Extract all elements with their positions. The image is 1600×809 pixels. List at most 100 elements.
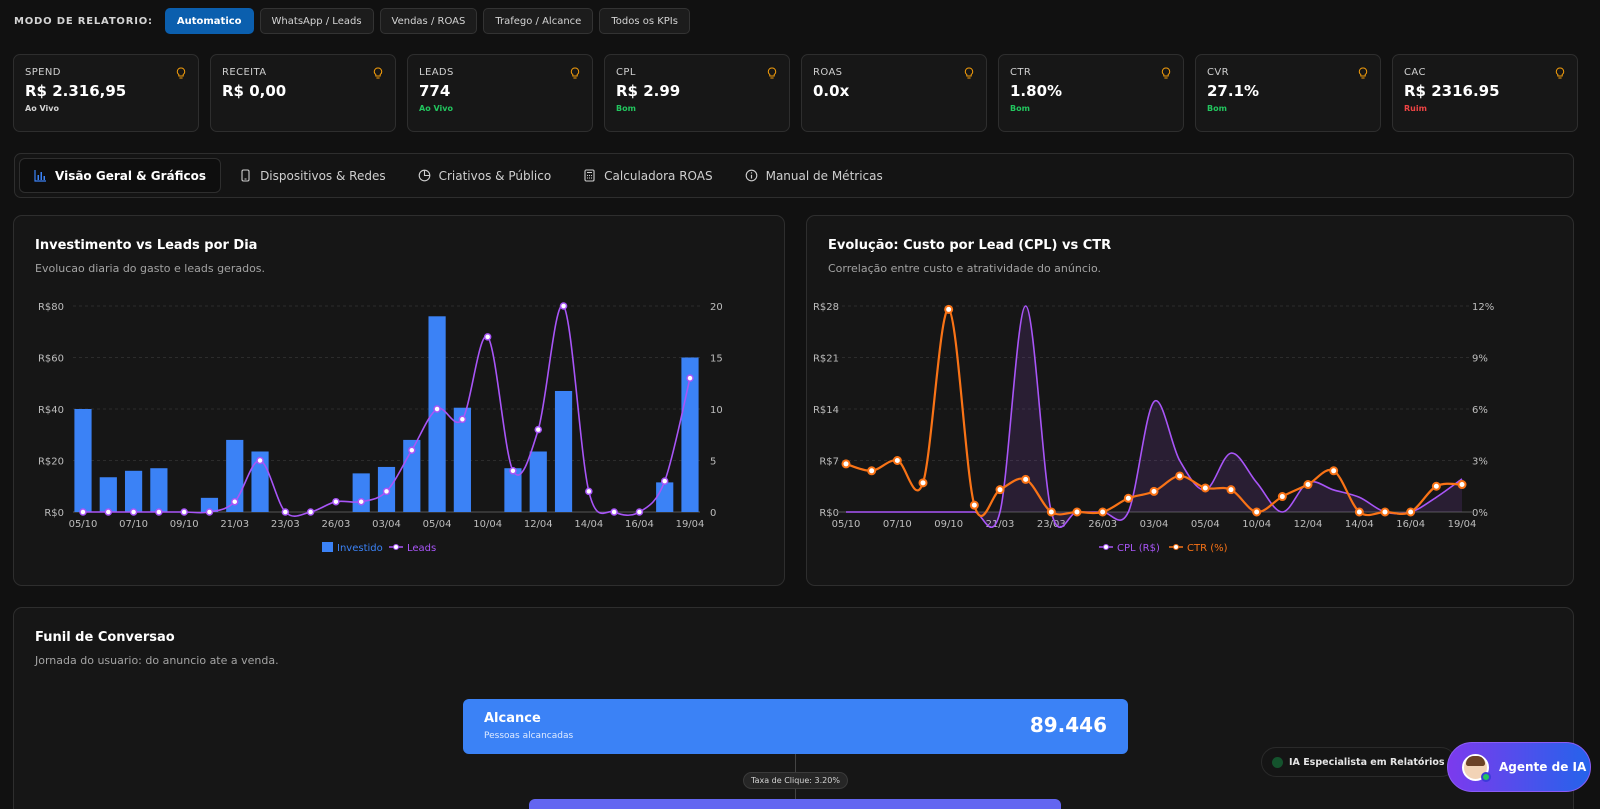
tab-criativos-publico[interactable]: Criativos & Público — [404, 158, 566, 193]
mode-button-trafego-alcance[interactable]: Trafego / Alcance — [483, 8, 594, 34]
point-ctr — [1123, 493, 1133, 503]
tab-dispositivos-redes[interactable]: Dispositivos & Redes — [225, 158, 400, 193]
bar-investido — [251, 451, 269, 512]
x-tick-label: 12/04 — [1294, 519, 1323, 530]
point-leads — [357, 497, 365, 506]
lightbulb-icon[interactable] — [373, 67, 383, 80]
point-ctr — [1175, 471, 1185, 481]
legend-swatch-investido — [322, 542, 333, 552]
lightbulb-icon[interactable] — [1161, 67, 1171, 80]
x-tick-label: 23/03 — [271, 519, 300, 530]
online-indicator-icon — [1481, 771, 1491, 782]
tab-visao-geral[interactable]: Visão Geral & Gráficos — [19, 158, 222, 193]
mode-button-vendas-roas[interactable]: Vendas / ROAS — [379, 8, 478, 34]
point-leads — [483, 333, 492, 341]
funnel-subtitle: Jornada do usuario: do anuncio ate a ven… — [35, 654, 279, 667]
y-right-tick-label: 12% — [1472, 302, 1494, 313]
funnel-stage-alcance[interactable]: Alcance Pessoas alcancadas 89.446 — [463, 699, 1128, 754]
ai-agent-button[interactable]: Agente de IA — [1447, 742, 1591, 792]
kpi-value: 27.1% — [1207, 82, 1260, 100]
mode-button-automatico[interactable]: Automatico — [164, 8, 254, 34]
kpi-card-leads[interactable]: LEADS 774 Ao Vivo — [407, 54, 593, 132]
tab-label: Criativos & Público — [438, 168, 552, 183]
kpi-value: R$ 2.316,95 — [25, 82, 127, 100]
bar-investido — [504, 468, 522, 512]
x-tick-label: 14/04 — [574, 519, 603, 530]
point-ctr — [1457, 480, 1467, 490]
x-tick-label: 26/03 — [1088, 519, 1117, 530]
investimento-leads-chart: R$0 R$20 R$40 R$60 R$80 0 5 10 15 20 05/10 07/10 09/… — [38, 302, 723, 554]
bar-investido — [74, 409, 92, 512]
pie-chart-icon — [418, 169, 430, 182]
y-right-tick-label: 5 — [710, 457, 716, 468]
kpi-card-cvr[interactable]: CVR 27.1% Bom — [1195, 54, 1381, 132]
point-ctr — [918, 478, 928, 488]
point-ctr — [1098, 507, 1108, 517]
lightbulb-icon[interactable] — [767, 67, 777, 80]
point-ctr — [1252, 507, 1262, 517]
lightbulb-icon[interactable] — [964, 67, 974, 80]
bar-chart-icon — [34, 170, 46, 182]
x-tick-label: 16/04 — [625, 519, 654, 530]
kpi-card-cac[interactable]: CAC R$ 2316.95 Ruim — [1392, 54, 1578, 132]
kpi-card-cpl[interactable]: CPL R$ 2.99 Bom — [604, 54, 790, 132]
point-leads — [155, 508, 163, 516]
kpi-label: CPL — [616, 67, 636, 78]
point-ctr — [1329, 466, 1339, 476]
ai-specialist-status[interactable]: IA Especialista em Relatórios — [1261, 747, 1456, 777]
y-left-tick-label: R$20 — [38, 457, 64, 468]
point-leads — [686, 374, 694, 382]
kpi-card-receita[interactable]: RECEITA R$ 0,00 — [210, 54, 396, 132]
line-cpl — [846, 305, 1463, 529]
kpi-status: Ao Vivo — [25, 104, 59, 113]
x-tick-label: 05/04 — [423, 519, 452, 530]
section-tabs: Visão Geral & Gráficos Dispositivos & Re… — [14, 153, 1574, 198]
kpi-value: 0.0x — [813, 82, 850, 100]
x-tick-label: 05/10 — [832, 519, 861, 530]
x-tick-label: 09/10 — [934, 519, 963, 530]
funnel-stage-next[interactable] — [529, 799, 1061, 809]
kpi-label: CVR — [1207, 67, 1229, 78]
x-tick-label: 09/10 — [170, 519, 199, 530]
point-leads — [281, 508, 290, 516]
mode-button-todos-kpis[interactable]: Todos os KPIs — [599, 8, 690, 34]
point-leads — [231, 497, 239, 506]
legend-label-investido: Investido — [337, 543, 383, 554]
point-leads — [635, 508, 644, 516]
area-cpl — [846, 306, 1462, 528]
point-leads — [205, 508, 214, 516]
lightbulb-icon[interactable] — [176, 67, 186, 80]
point-ctr — [1277, 492, 1287, 502]
bar-investido — [150, 468, 168, 512]
x-tick-label: 21/03 — [986, 519, 1015, 530]
calculator-icon — [584, 169, 595, 182]
lightbulb-icon[interactable] — [1555, 67, 1565, 80]
chart-title: Investimento vs Leads por Dia — [35, 238, 258, 253]
funnel-stage-name: Alcance — [484, 711, 541, 726]
x-tick-label: 05/04 — [1191, 519, 1220, 530]
legend-marker-leads — [393, 544, 399, 550]
point-ctr — [867, 466, 877, 476]
bar-investido — [124, 470, 143, 512]
y-right-tick-label: 20 — [710, 302, 723, 313]
mode-button-whatsapp-leads[interactable]: WhatsApp / Leads — [259, 8, 374, 34]
tab-label: Manual de Métricas — [765, 168, 883, 183]
y-right-tick-label: 15 — [710, 354, 723, 365]
legend-label-cpl: CPL (R$) — [1117, 543, 1160, 554]
lightbulb-icon[interactable] — [1358, 67, 1368, 80]
bar-investido — [352, 473, 370, 512]
tab-calculadora-roas[interactable]: Calculadora ROAS — [569, 158, 726, 193]
point-leads — [382, 487, 391, 496]
x-tick-label: 07/10 — [119, 519, 148, 530]
point-ctr — [1021, 474, 1031, 484]
chart-panel-cpl-ctr: Evolução: Custo por Lead (CPL) vs CTR Co… — [806, 215, 1574, 586]
lightbulb-icon[interactable] — [570, 67, 580, 80]
y-right-tick-label: 10 — [710, 405, 723, 416]
kpi-card-ctr[interactable]: CTR 1.80% Bom — [998, 54, 1184, 132]
kpi-card-roas[interactable]: ROAS 0.0x — [801, 54, 987, 132]
kpi-label: ROAS — [813, 67, 843, 78]
tab-manual-metricas[interactable]: Manual de Métricas — [731, 158, 897, 193]
bar-investido — [453, 407, 471, 512]
kpi-card-spend[interactable]: SPEND R$ 2.316,95 Ao Vivo — [13, 54, 199, 132]
y-right-tick-label: 9% — [1472, 354, 1488, 365]
